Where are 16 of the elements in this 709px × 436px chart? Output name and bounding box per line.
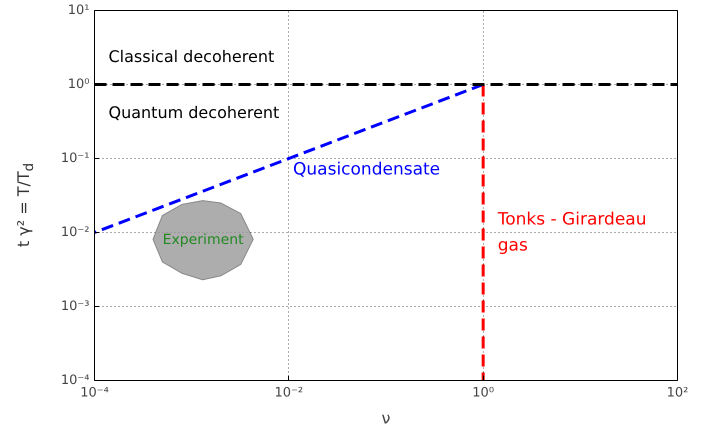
annotation: Classical decoherent	[108, 47, 274, 66]
series-label: Tonks - Girardeau gas	[496, 210, 646, 256]
x-axis-title: ν	[382, 408, 391, 428]
y-tick-label: 10⁻³	[60, 299, 90, 314]
series-label: Quasicondensate	[293, 160, 440, 180]
y-tick-label: 10⁻¹	[60, 151, 90, 166]
annotation: Quantum decoherent	[108, 103, 280, 122]
series-label: Experiment	[162, 232, 244, 248]
y-tick-label: 10¹	[68, 3, 90, 18]
y-tick-label: 10⁻²	[60, 225, 90, 240]
y-tick-label: 10⁰	[68, 77, 90, 92]
x-tick-label: 10⁻²	[274, 386, 304, 400]
x-tick-label: 10⁻⁴	[80, 386, 109, 400]
x-tick-label: 10⁰	[472, 386, 494, 400]
x-tick-label: 10²	[666, 386, 688, 400]
y-tick-label: 10⁻⁴	[60, 373, 90, 388]
